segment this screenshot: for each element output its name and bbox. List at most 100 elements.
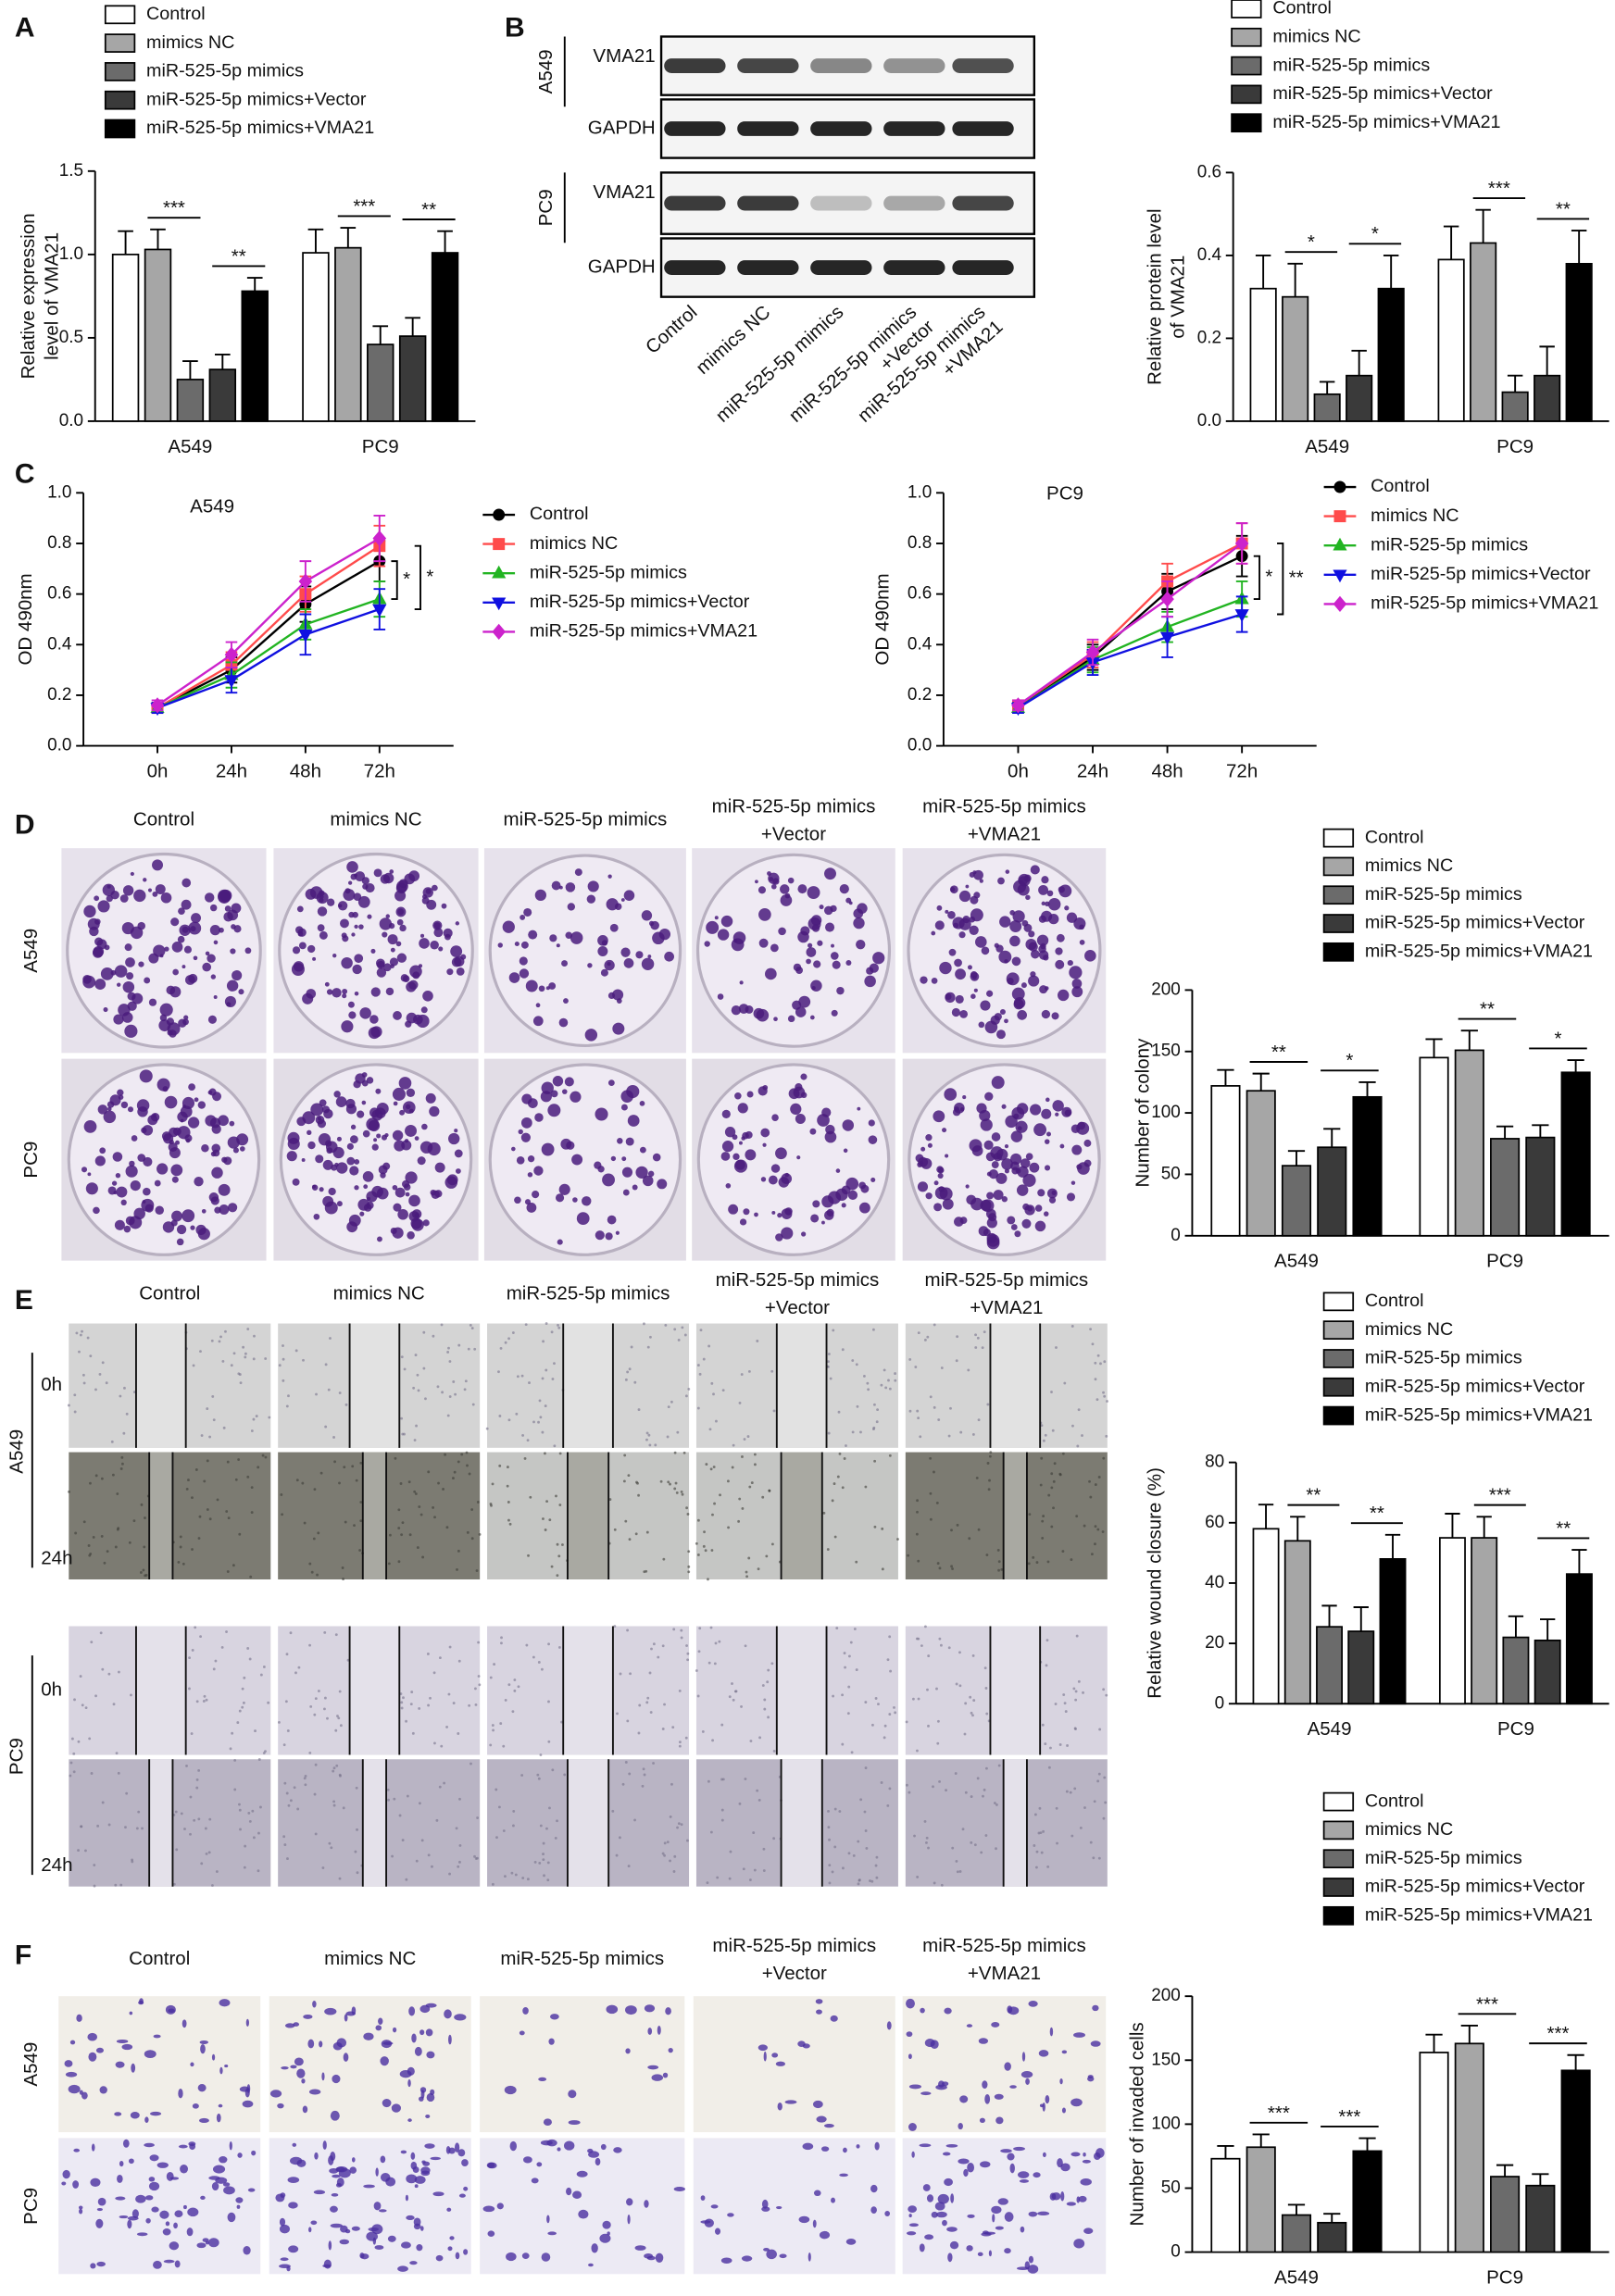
panel-letter: F [15,1940,31,1970]
cell-speck [1097,1856,1101,1860]
invaded-cell [360,2253,369,2260]
colony [999,1008,1006,1015]
invaded-cell [568,2090,577,2099]
legend-swatch [1322,1320,1355,1341]
cell-speck [500,1636,503,1640]
marker [492,565,507,579]
colony [100,967,114,980]
colony [962,1095,967,1100]
cell-speck [250,1486,254,1490]
cell-speck [558,1504,562,1506]
invaded-cell [174,2260,181,2268]
cell-speck [933,1470,935,1474]
cell-speck [772,1409,776,1413]
y-tick-label: 50 [1161,2178,1181,2198]
colony [821,1220,825,1225]
cell-speck [833,1535,837,1539]
legend-label: mimics NC [1371,505,1459,526]
cell-speck [828,1864,832,1867]
invaded-cell [1004,2062,1011,2071]
column-label: miR-525-5p mimics [922,1935,1086,1956]
colony [584,1029,598,1042]
invaded-cell [908,2223,919,2227]
colony [429,1105,440,1117]
colony [211,1143,221,1154]
bar [1379,1558,1407,1705]
bar [1501,391,1529,422]
column-label: miR-525-5p mimics [712,795,876,817]
colony [97,1104,108,1115]
cell-speck [886,1658,890,1662]
legend-swatch [1322,1349,1355,1368]
cell-speck [189,1795,193,1799]
invaded-cell [930,2040,939,2050]
cell-speck [661,1644,665,1648]
cell-speck [437,1481,440,1485]
cell-speck [456,1567,458,1571]
colony [984,1092,994,1101]
legend-label: mimics NC [1365,1319,1453,1340]
cell-speck [211,1394,215,1398]
bar [1470,242,1497,422]
cell-speck [977,1418,981,1422]
colony [171,1176,179,1183]
marker [372,530,387,547]
cell-speck [626,1719,630,1723]
cell-speck [927,1846,930,1850]
marker [492,597,507,611]
colony [558,1017,569,1028]
cell-speck [192,1364,195,1367]
invaded-cell [381,2040,393,2049]
wound-gap [776,1626,827,1755]
colony [734,1092,742,1100]
cell-speck [541,1430,545,1434]
cell-speck [741,1507,745,1510]
cell-speck [654,1443,657,1447]
colony [934,920,945,930]
invaded-cell [178,2088,183,2099]
x-tick-label: A549 [1305,436,1349,457]
cell-speck [313,1488,317,1491]
legend-label: miR-525-5p mimics+VMA21 [1371,593,1598,614]
cell-speck [473,1347,477,1351]
colony [94,937,104,946]
bar [367,343,394,422]
cell-speck [185,1765,188,1767]
cell-speck [728,1877,732,1880]
cell-speck [206,1508,209,1511]
cell-speck [754,1463,757,1466]
colony [172,968,179,976]
bar [1437,258,1465,422]
colony [148,998,157,1006]
cell-speck [733,1690,737,1693]
invaded-cell [977,2252,983,2257]
colony [545,986,550,991]
colony [607,1079,615,1086]
cell-speck [248,1657,252,1661]
cell-speck [458,1797,461,1801]
colony [739,980,744,985]
colony [623,957,634,968]
colony [1051,1190,1057,1195]
cell-speck [770,1369,774,1373]
plate [488,1063,682,1256]
colony [390,1227,397,1235]
cell-speck [231,1731,234,1735]
colony [322,1159,333,1170]
legend-swatch [104,33,136,53]
y-tick-label: 0.2 [1197,328,1221,347]
colony [739,1218,747,1226]
cell-speck [405,1878,408,1881]
colony [408,1108,414,1114]
colony [324,981,330,987]
colony [641,957,655,971]
cell-speck [859,1798,863,1802]
cell-speck [529,1495,532,1499]
colony [966,1194,977,1205]
column-label: mimics NC [333,1282,425,1304]
cell-speck [426,1653,430,1655]
colony [810,1214,820,1223]
error-bar [1460,2025,1478,2044]
y-tick-label: 0.0 [59,411,83,430]
colony [733,939,738,943]
